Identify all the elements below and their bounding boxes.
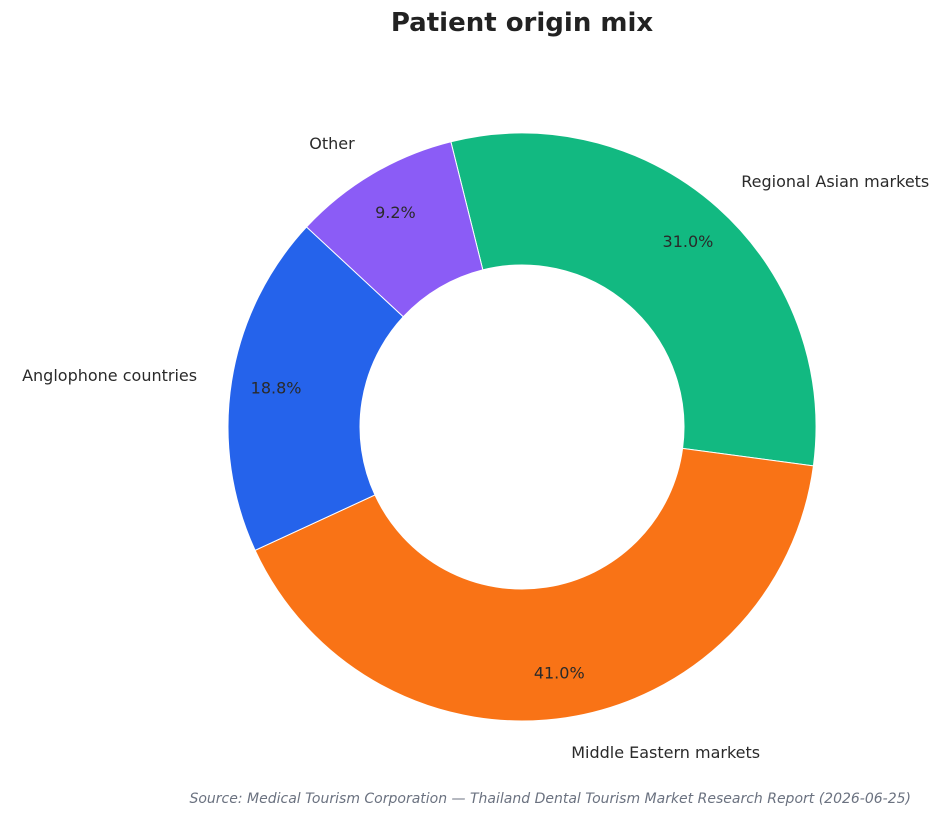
- chart-title: Patient origin mix: [390, 8, 654, 38]
- slices-group: [227, 132, 817, 722]
- percent-label-regional-asian-markets: 31.0%: [663, 232, 714, 251]
- percent-label-middle-eastern-markets: 41.0%: [534, 664, 585, 683]
- percent-label-other: 9.2%: [375, 203, 416, 222]
- slice-regional-asian-markets: [450, 132, 817, 467]
- category-label-anglophone-countries: Anglophone countries: [22, 366, 197, 385]
- category-label-middle-eastern-markets: Middle Eastern markets: [571, 743, 760, 762]
- slice-other: [305, 141, 484, 318]
- category-label-other: Other: [309, 134, 355, 153]
- category-label-regional-asian-markets: Regional Asian markets: [741, 172, 929, 191]
- labels-group: 31.0% Regional Asian markets 41.0% Middle E…: [22, 134, 929, 762]
- slice-middle-eastern-markets: [254, 447, 814, 722]
- source-note: Source: Medical Tourism Corporation — Th…: [189, 791, 911, 807]
- slice-anglophone-countries: [227, 226, 404, 551]
- percent-label-anglophone-countries: 18.8%: [251, 378, 302, 397]
